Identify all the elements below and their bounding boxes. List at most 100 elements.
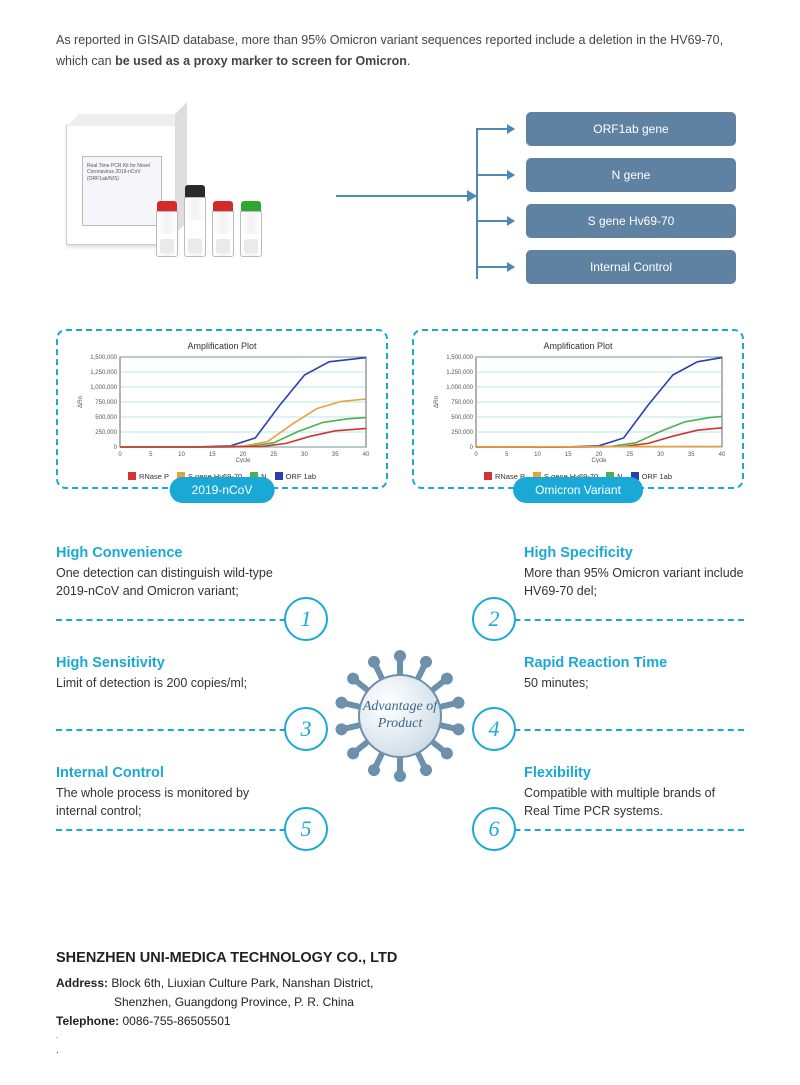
advantage-desc: More than 95% Omicron variant include HV… <box>524 564 744 600</box>
svg-text:250,000: 250,000 <box>451 430 473 436</box>
svg-text:0: 0 <box>114 445 118 451</box>
telephone-label: Telephone: <box>56 1014 119 1028</box>
advantage-item: Internal Control The whole process is mon… <box>56 765 276 820</box>
advantage-item: FlexibilityCompatible with multiple bran… <box>524 765 744 820</box>
virus-graphic: Advantage of Product <box>340 656 460 776</box>
advantage-connector <box>56 729 306 731</box>
advantage-title: Internal Control <box>56 765 276 781</box>
advantage-title: High Convenience <box>56 545 276 561</box>
vial <box>156 189 178 257</box>
intro-paragraph: As reported in GISAID database, more tha… <box>56 30 744 73</box>
svg-text:5: 5 <box>505 452 509 458</box>
chart-left: Amplification Plot 0 250,000 500,000 750,00… <box>56 329 388 489</box>
svg-text:1,500,000: 1,500,000 <box>90 355 117 361</box>
svg-text:25: 25 <box>270 452 277 458</box>
svg-text:1,500,000: 1,500,000 <box>446 355 473 361</box>
svg-text:40: 40 <box>363 452 370 458</box>
vial <box>212 189 234 257</box>
svg-text:250,000: 250,000 <box>95 430 117 436</box>
advantage-number: 4 <box>472 707 516 751</box>
branch-arrow <box>476 220 514 222</box>
svg-text:500,000: 500,000 <box>95 415 117 421</box>
advantage-connector <box>494 829 744 831</box>
svg-text:40: 40 <box>719 452 726 458</box>
advantage-desc: Limit of detection is 200 copies/ml; <box>56 674 276 692</box>
arrow-flow: ORF1ab gene N gene S gene Hv69-70 Internal … <box>336 109 744 299</box>
gene-pill: Internal Control <box>526 250 736 284</box>
svg-text:1,000,000: 1,000,000 <box>446 385 473 391</box>
svg-text:Cycle: Cycle <box>235 458 251 463</box>
svg-text:ΔRn: ΔRn <box>434 396 440 408</box>
advantage-number: 2 <box>472 597 516 641</box>
svg-text:750,000: 750,000 <box>95 400 117 406</box>
product-row: Real Time PCR Kit for Novel Coronavirus … <box>56 109 744 299</box>
svg-text:0: 0 <box>474 452 478 458</box>
advantage-item: High Specificity More than 95% Omicron va… <box>524 545 744 600</box>
advantage-number: 6 <box>472 807 516 851</box>
branch-arrow <box>476 128 514 130</box>
advantages-section: Advantage of Product High ConvenienceOne… <box>56 551 744 881</box>
advantage-number: 3 <box>284 707 328 751</box>
advantage-title: High Specificity <box>524 545 744 561</box>
svg-text:35: 35 <box>332 452 339 458</box>
gene-pill: S gene Hv69-70 <box>526 204 736 238</box>
svg-text:15: 15 <box>209 452 216 458</box>
main-arrow <box>336 195 476 197</box>
gene-pill: N gene <box>526 158 736 192</box>
svg-text:5: 5 <box>149 452 153 458</box>
legend-item: ORF 1ab <box>275 472 316 481</box>
chart-right: Amplification Plot 0 250,000 500,000 750,00… <box>412 329 744 489</box>
legend-item: RNase P <box>128 472 169 481</box>
chart-right-title: Amplification Plot <box>424 341 732 351</box>
telephone-value: 0086-755-86505501 <box>122 1014 230 1028</box>
product-image: Real Time PCR Kit for Novel Coronavirus … <box>56 109 336 299</box>
advantage-number: 1 <box>284 597 328 641</box>
gene-branch: S gene Hv69-70 <box>476 201 736 241</box>
advantage-item: Rapid Reaction Time 50 minutes; <box>524 655 744 692</box>
charts-row: Amplification Plot 0 250,000 500,000 750,00… <box>56 329 744 489</box>
gene-branch: ORF1ab gene <box>476 109 736 149</box>
advantage-connector <box>56 619 306 621</box>
intro-text-bold: be used as a proxy marker to screen for … <box>115 54 407 68</box>
branch-arrow <box>476 266 514 268</box>
address-line2: Shenzhen, Guangdong Province, P. R. Chin… <box>114 995 354 1009</box>
advantage-connector <box>494 619 744 621</box>
advantage-item: High Sensitivity Limit of detection is 20… <box>56 655 276 692</box>
chart-right-plot: 0 250,000 500,000 750,000 1,000,000 1,250,000… <box>424 353 732 463</box>
vial <box>240 189 262 257</box>
svg-text:0: 0 <box>470 445 474 451</box>
virus-core-label: Advantage of Product <box>358 674 442 758</box>
gene-branch: N gene <box>476 155 736 195</box>
svg-text:Cycle: Cycle <box>591 458 607 463</box>
svg-text:1,250,000: 1,250,000 <box>446 370 473 376</box>
advantage-desc: The whole process is monitored by intern… <box>56 784 276 820</box>
svg-text:750,000: 750,000 <box>451 400 473 406</box>
svg-text:10: 10 <box>534 452 541 458</box>
svg-text:ΔRn: ΔRn <box>78 396 84 408</box>
svg-text:25: 25 <box>626 452 633 458</box>
svg-text:15: 15 <box>565 452 572 458</box>
chart-left-tag: 2019-nCoV <box>170 477 275 503</box>
advantage-title: Flexibility <box>524 765 744 781</box>
advantage-title: Rapid Reaction Time <box>524 655 744 671</box>
gene-branch: Internal Control <box>476 247 736 287</box>
virus-spike <box>397 656 403 676</box>
advantage-desc: 50 minutes; <box>524 674 744 692</box>
address-line1: Block 6th, Liuxian Culture Park, Nanshan… <box>111 976 373 990</box>
company-name: SHENZHEN UNI-MEDICA TECHNOLOGY CO., LTD <box>56 947 397 970</box>
svg-text:500,000: 500,000 <box>451 415 473 421</box>
advantage-connector <box>494 729 744 731</box>
kit-box-label: Real Time PCR Kit for Novel Coronavirus … <box>82 156 162 226</box>
gene-branches: ORF1ab gene N gene S gene Hv69-70 Internal … <box>476 109 736 293</box>
advantage-number: 5 <box>284 807 328 851</box>
vial-group <box>156 189 262 257</box>
virus-spike <box>397 756 403 776</box>
svg-text:35: 35 <box>688 452 695 458</box>
svg-text:30: 30 <box>301 452 308 458</box>
virus-spike <box>438 721 459 731</box>
svg-text:1,250,000: 1,250,000 <box>90 370 117 376</box>
advantage-connector <box>56 829 306 831</box>
chart-left-title: Amplification Plot <box>68 341 376 351</box>
advantage-title: High Sensitivity <box>56 655 276 671</box>
chart-left-plot: 0250,000500,000750,0001,000,0001,250,000… <box>68 353 376 463</box>
